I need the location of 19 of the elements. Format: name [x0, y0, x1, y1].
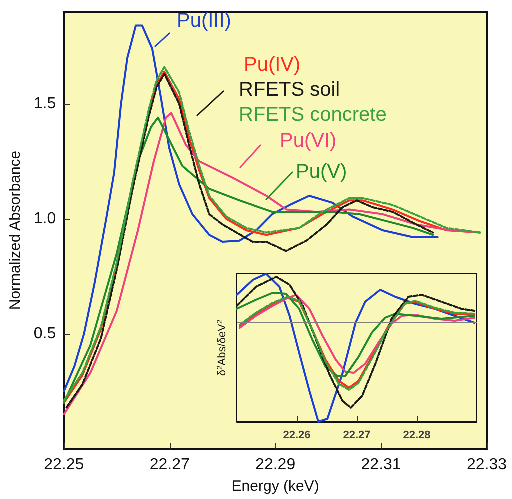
- y-tick-label: 0.5: [34, 326, 56, 342]
- x-tick-label: 22.27: [150, 456, 190, 474]
- x-tick-label: 22.25: [44, 456, 84, 474]
- x-tick-label: 22.33: [466, 456, 508, 474]
- legend-label: Pu(V): [296, 161, 348, 183]
- series-label: Pu(III): [177, 10, 232, 32]
- x-axis-title: Energy (keV): [232, 478, 320, 495]
- y-axis-title: Normalized Absorbance: [7, 150, 24, 310]
- y-tick-label: 1.5: [34, 96, 56, 112]
- x-tick-label: 22.27: [343, 430, 371, 442]
- x-tick-label: 22.29: [256, 456, 296, 474]
- text: Pu(IV): [244, 54, 301, 76]
- legend-label: RFETS soil: [239, 79, 340, 101]
- x-tick-label: 22.26: [283, 430, 311, 442]
- x-tick-label: 22.28: [403, 430, 431, 442]
- text: RFETS concrete: [239, 104, 387, 126]
- x-tick-label: 22.31: [361, 456, 402, 474]
- text: Pu(VI): [280, 130, 337, 152]
- y-tick-label: 1.0: [34, 210, 56, 228]
